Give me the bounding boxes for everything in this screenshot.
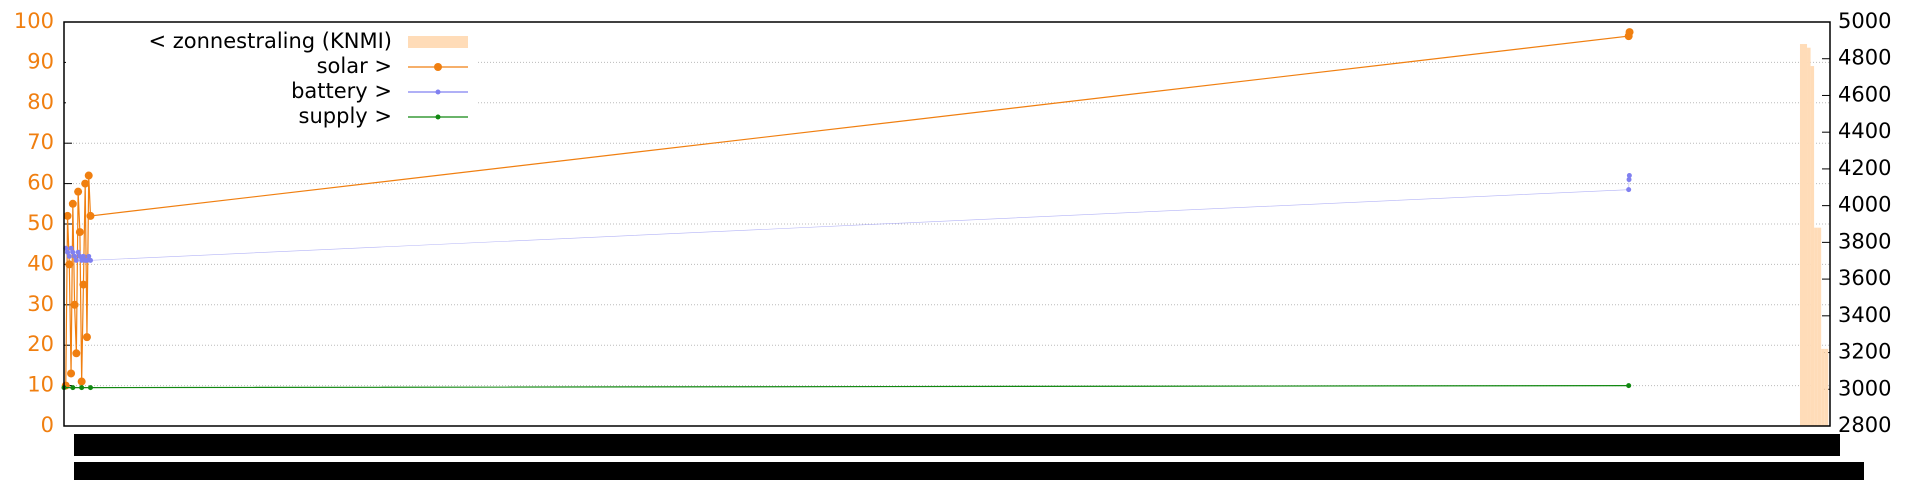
data-point [1626, 177, 1632, 183]
bar [1817, 227, 1822, 426]
legend-label: supply > [299, 104, 392, 128]
data-point [74, 187, 83, 196]
y2-tick-label: 2800 [1838, 413, 1891, 437]
y-tick-label: 80 [27, 90, 54, 114]
data-point [81, 179, 90, 188]
data-point [79, 385, 85, 391]
x-axis-label-band [74, 462, 1864, 480]
data-point [77, 253, 83, 259]
data-point [68, 245, 74, 251]
data-point [87, 257, 93, 263]
data-point [75, 228, 84, 237]
y2-tick-label: 4400 [1838, 119, 1891, 143]
data-point [1626, 383, 1632, 389]
legend-box [66, 26, 476, 130]
data-point [75, 249, 81, 255]
y-tick-label: 20 [27, 332, 54, 356]
data-point [77, 377, 86, 386]
data-point [73, 257, 79, 263]
data-point [86, 253, 92, 259]
data-point [86, 211, 95, 220]
bar [1824, 348, 1829, 426]
y-tick-label: 10 [27, 373, 54, 397]
bar [1821, 348, 1825, 426]
y-tick-label: 50 [27, 211, 54, 235]
y2-tick-label: 3000 [1838, 376, 1891, 400]
data-point [1626, 173, 1632, 179]
y-tick-label: 100 [14, 9, 54, 33]
legend-label: battery > [291, 79, 392, 103]
data-point [67, 369, 76, 378]
y-tick-label: 30 [27, 292, 54, 316]
y2-tick-label: 4600 [1838, 82, 1891, 106]
data-point [70, 300, 79, 309]
data-point [1625, 28, 1634, 37]
legend-label: solar > [317, 54, 392, 78]
y2-tick-label: 4200 [1838, 156, 1891, 180]
bar [1810, 66, 1815, 426]
y2-tick-label: 3200 [1838, 340, 1891, 364]
data-point [79, 280, 88, 289]
legend-label: < zonnestraling (KNMI) [148, 29, 392, 53]
y2-tick-label: 4800 [1838, 46, 1891, 70]
data-point [82, 333, 91, 342]
y2-tick-label: 3800 [1838, 229, 1891, 253]
data-point [70, 249, 76, 255]
y-tick-label: 70 [27, 130, 54, 154]
y-tick-label: 60 [27, 171, 54, 195]
y-tick-label: 40 [27, 251, 54, 275]
y2-tick-label: 3600 [1838, 266, 1891, 290]
data-point [87, 385, 93, 391]
y2-tick-label: 5000 [1838, 9, 1891, 33]
legend-marker [435, 89, 441, 95]
y-tick-label: 90 [27, 49, 54, 73]
data-point [80, 253, 86, 259]
bar [1803, 44, 1808, 426]
data-point [66, 253, 72, 259]
data-point [65, 249, 71, 255]
bar [1814, 227, 1818, 426]
bar [1799, 44, 1804, 426]
legend-marker [435, 114, 441, 120]
data-point [79, 257, 85, 263]
data-point [68, 199, 77, 208]
data-point [65, 260, 74, 269]
bar [1807, 47, 1811, 426]
data-point [70, 385, 76, 391]
legend-marker [434, 63, 442, 71]
plot-frame [63, 21, 1831, 427]
data-point [63, 211, 72, 220]
y-tick-label: 0 [41, 413, 54, 437]
y2-tick-label: 3400 [1838, 303, 1891, 327]
data-point [72, 253, 78, 259]
y2-tick-label: 4000 [1838, 193, 1891, 217]
data-point [84, 171, 93, 180]
data-point [72, 349, 81, 358]
legend-swatch [408, 36, 468, 48]
data-point [1626, 187, 1632, 193]
x-axis-label-band [74, 434, 1840, 456]
data-point [84, 257, 90, 263]
series-line [65, 175, 1630, 262]
